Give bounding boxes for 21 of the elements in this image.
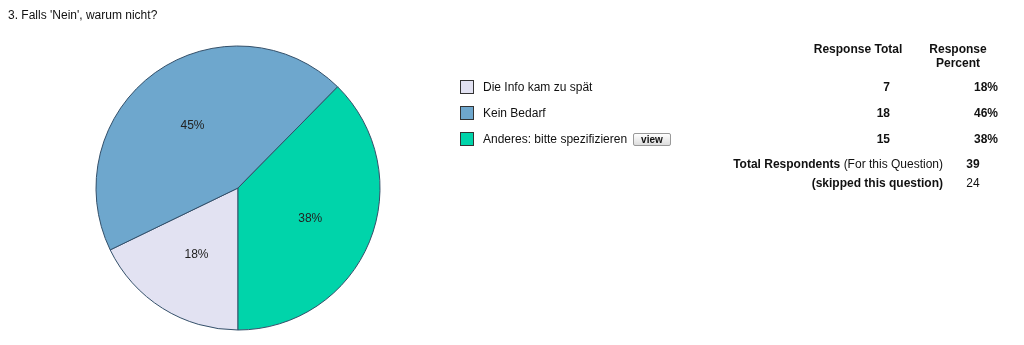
text: (For this Question) — [843, 157, 943, 171]
data-label: 18% — [184, 247, 209, 262]
text: 38% — [972, 132, 998, 146]
text: Response Percent — [928, 42, 988, 70]
text: 24 — [965, 176, 981, 190]
text: Total Respondents — [733, 157, 841, 171]
text: 15 — [875, 132, 890, 146]
legend-label: Die Info kam zu spät — [483, 80, 593, 94]
text: 18% — [972, 80, 998, 94]
text: 7 — [882, 80, 890, 94]
data-label: 45% — [180, 117, 205, 132]
legend-label: Kein Bedarf — [483, 106, 546, 120]
text: (skipped this question) — [810, 176, 943, 190]
view-button: view — [633, 132, 671, 146]
text: 39 — [965, 157, 981, 171]
legend-label: Anderes: bitte spezifizieren — [483, 132, 628, 146]
text: 46% — [972, 106, 998, 120]
text: 18 — [875, 106, 890, 120]
chart-title: 3. Falls 'Nein', warum nicht? — [8, 8, 158, 22]
text: Response Total — [812, 42, 904, 56]
data-label: 38% — [298, 210, 323, 225]
